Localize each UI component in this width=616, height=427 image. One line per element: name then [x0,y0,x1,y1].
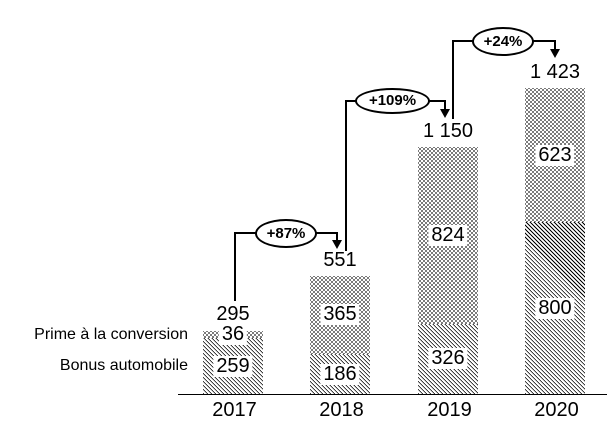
bar-total-label: 295 [216,302,250,325]
bar-2020-prime-a-la-conversion [525,88,585,223]
bar-value-label: 326 [428,348,468,370]
bar-value-label: 365 [320,304,360,326]
bar-value-label: 36 [218,324,248,345]
arrow-down-icon [332,240,342,249]
connector-line [344,99,356,102]
bar-value-label: 824 [428,224,468,246]
x-axis-line [178,393,607,395]
connector-line [444,99,446,110]
connector-line [429,99,446,102]
bar-total-label: 551 [323,248,357,271]
growth-bubble-2017-2018: +87% [255,218,317,248]
x-axis-label-2018: 2018 [319,399,364,421]
x-axis-label-2020: 2020 [534,399,579,421]
connector-line [336,232,338,241]
legend-label-bonus-automobile: Bonus automobile [59,357,188,374]
arrow-down-icon [550,49,560,58]
growth-bubble-2019-2020: +24% [472,26,534,56]
legend-label-prime-a-la-conversion: Prime à la conversion [34,326,188,343]
connector-line [234,232,236,301]
x-axis-label-2017: 2017 [212,399,257,421]
bar-value-label: 186 [320,363,360,385]
bar-value-label: 259 [213,355,253,377]
arrow-down-icon [440,109,450,118]
bar-total-label: 1 150 [422,120,474,142]
bar-2019-bonus-automobile [418,323,478,394]
bar-2017-bonus-automobile [203,338,263,394]
connector-line [234,232,256,234]
connector-line [344,99,347,251]
connector-line [554,40,556,50]
bar-value-label: 800 [535,297,575,319]
x-axis-label-2019: 2019 [427,399,472,421]
connector-line [452,40,454,119]
connector-line [316,232,338,234]
bar-value-label: 623 [535,144,575,166]
bar-total-label: 1 423 [529,61,581,84]
connector-line [533,40,556,42]
connector-line [452,40,473,42]
growth-bubble-2018-2019: +109% [355,87,430,114]
